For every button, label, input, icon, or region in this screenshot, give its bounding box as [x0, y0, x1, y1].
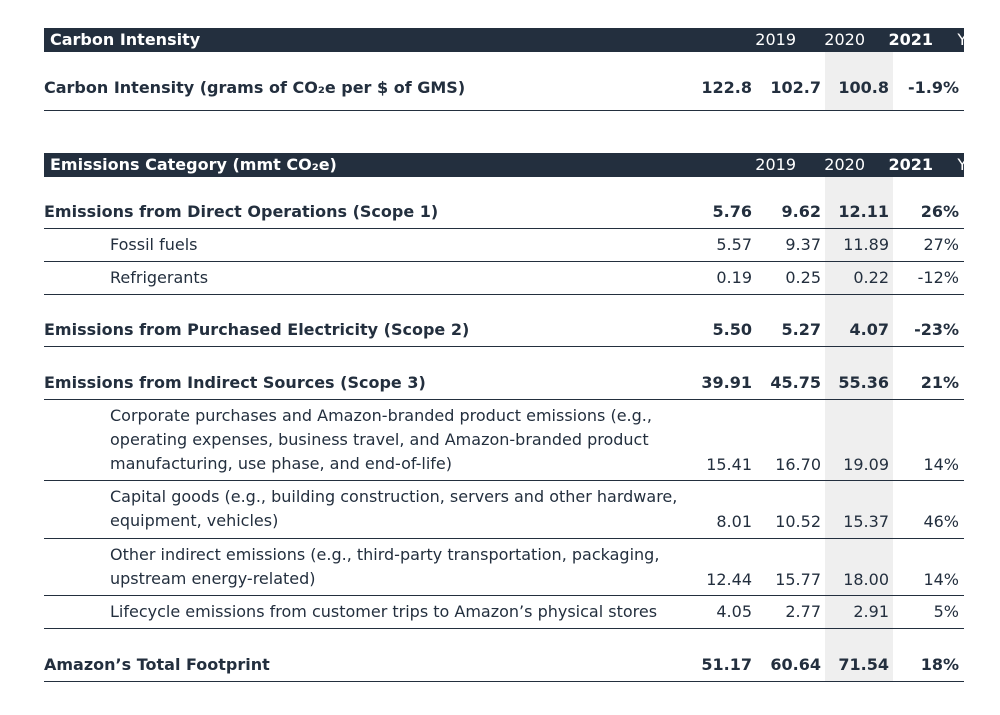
- table-row: Refrigerants 0.19 0.25 0.22 -12%: [44, 262, 964, 295]
- row-label: Carbon Intensity (grams of CO₂e per $ of…: [44, 78, 466, 97]
- row-label: Amazon’s Total Footprint: [44, 655, 270, 674]
- value-2021: 11.89: [843, 235, 889, 254]
- value-yoy: 46%: [923, 512, 959, 531]
- row-label: Refrigerants: [110, 268, 209, 287]
- value-2021: 2.91: [853, 602, 889, 621]
- value-yoy: 26%: [920, 202, 959, 221]
- value-2021: 100.8: [838, 78, 889, 97]
- value-yoy: 18%: [920, 655, 959, 674]
- table-row: Carbon Intensity (grams of CO₂e per $ of…: [44, 76, 964, 111]
- row-label: Corporate purchases and Amazon-branded p…: [110, 406, 652, 473]
- value-yoy: 14%: [923, 570, 959, 589]
- value-2020: 9.62: [781, 202, 821, 221]
- table-row-total: Amazon’s Total Footprint 51.17 60.64 71.…: [44, 629, 964, 682]
- value-2019: 5.76: [712, 202, 752, 221]
- table-row: Fossil fuels 5.57 9.37 11.89 27%: [44, 229, 964, 262]
- row-label: Capital goods (e.g., building constructi…: [110, 487, 678, 530]
- value-2019: 8.01: [716, 512, 752, 531]
- value-2021: 4.07: [849, 320, 889, 339]
- highlight-2021-column: [825, 176, 893, 681]
- table-row: Other indirect emissions (e.g., third-pa…: [44, 539, 964, 596]
- value-2020: 16.70: [775, 455, 821, 474]
- col-yoy: YOY%: [957, 30, 1000, 49]
- value-2019: 4.05: [716, 602, 752, 621]
- col-2019: 2019: [755, 30, 796, 49]
- value-2021: 0.22: [853, 268, 889, 287]
- section-title: Emissions Category (mmt CO₂e): [50, 155, 337, 174]
- value-yoy: 27%: [923, 235, 959, 254]
- table-row: Emissions from Indirect Sources (Scope 3…: [44, 347, 964, 400]
- table-row: Lifecycle emissions from customer trips …: [44, 596, 964, 629]
- value-2019: 5.50: [712, 320, 752, 339]
- value-2020: 2.77: [785, 602, 821, 621]
- value-2020: 15.77: [775, 570, 821, 589]
- value-2021: 71.54: [838, 655, 889, 674]
- value-2020: 5.27: [781, 320, 821, 339]
- value-2020: 10.52: [775, 512, 821, 531]
- col-2020: 2020: [824, 155, 865, 174]
- table-row: Emissions from Purchased Electricity (Sc…: [44, 295, 964, 347]
- highlight-2021-column-top: [825, 52, 893, 110]
- value-yoy: -23%: [914, 320, 959, 339]
- value-yoy: -1.9%: [907, 78, 959, 97]
- table-row: Emissions from Direct Operations (Scope …: [44, 200, 964, 229]
- value-2021: 15.37: [843, 512, 889, 531]
- carbon-intensity-header: Carbon Intensity 2019 2020 2021 YOY%: [44, 28, 1000, 52]
- section-title: Carbon Intensity: [50, 30, 201, 49]
- col-2021: 2021: [888, 30, 933, 49]
- table-row: Capital goods (e.g., building constructi…: [44, 481, 964, 539]
- value-2021: 19.09: [843, 455, 889, 474]
- value-2020: 0.25: [785, 268, 821, 287]
- value-2020: 45.75: [770, 373, 821, 392]
- value-2019: 122.8: [701, 78, 752, 97]
- value-2019: 0.19: [716, 268, 752, 287]
- value-yoy: -12%: [917, 268, 959, 287]
- emissions-category-header: Emissions Category (mmt CO₂e) 2019 2020 …: [44, 153, 1000, 177]
- value-2019: 15.41: [706, 455, 752, 474]
- table-row: Corporate purchases and Amazon-branded p…: [44, 400, 964, 481]
- row-label: Fossil fuels: [110, 235, 198, 254]
- value-2020: 102.7: [770, 78, 821, 97]
- value-yoy: 14%: [923, 455, 959, 474]
- row-label: Emissions from Indirect Sources (Scope 3…: [44, 373, 426, 392]
- col-2019: 2019: [755, 155, 796, 174]
- value-yoy: 21%: [920, 373, 959, 392]
- value-yoy: 5%: [933, 602, 959, 621]
- value-2019: 51.17: [701, 655, 752, 674]
- value-2019: 12.44: [706, 570, 752, 589]
- value-2019: 39.91: [701, 373, 752, 392]
- value-2020: 60.64: [770, 655, 821, 674]
- row-label: Lifecycle emissions from customer trips …: [110, 602, 658, 621]
- value-2019: 5.57: [716, 235, 752, 254]
- row-label: Other indirect emissions (e.g., third-pa…: [110, 545, 660, 588]
- value-2021: 18.00: [843, 570, 889, 589]
- row-label: Emissions from Direct Operations (Scope …: [44, 202, 439, 221]
- value-2020: 9.37: [785, 235, 821, 254]
- col-2020: 2020: [824, 30, 865, 49]
- value-2021: 55.36: [838, 373, 889, 392]
- row-label: Emissions from Purchased Electricity (Sc…: [44, 320, 470, 339]
- col-2021: 2021: [888, 155, 933, 174]
- col-yoy: YOY%: [957, 155, 1000, 174]
- value-2021: 12.11: [838, 202, 889, 221]
